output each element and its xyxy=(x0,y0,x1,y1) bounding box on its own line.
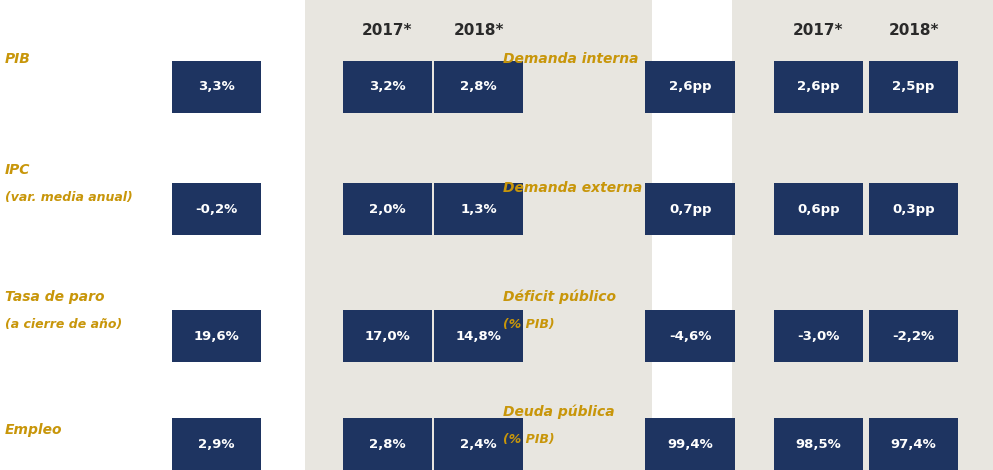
Text: 3,3%: 3,3% xyxy=(198,80,235,94)
Text: 0,7pp: 0,7pp xyxy=(669,203,711,216)
FancyBboxPatch shape xyxy=(869,418,958,470)
FancyBboxPatch shape xyxy=(645,418,735,470)
Text: Empleo: Empleo xyxy=(5,423,63,437)
Text: (% PIB): (% PIB) xyxy=(503,318,555,331)
Text: 2,9%: 2,9% xyxy=(199,438,234,451)
Text: 19,6%: 19,6% xyxy=(194,329,239,343)
Text: (% PIB): (% PIB) xyxy=(503,433,555,446)
FancyBboxPatch shape xyxy=(869,183,958,235)
FancyBboxPatch shape xyxy=(774,310,863,362)
Text: 2,6pp: 2,6pp xyxy=(669,80,711,94)
Text: 3,2%: 3,2% xyxy=(369,80,405,94)
FancyBboxPatch shape xyxy=(343,183,432,235)
Text: 98,5%: 98,5% xyxy=(795,438,841,451)
FancyBboxPatch shape xyxy=(869,310,958,362)
FancyBboxPatch shape xyxy=(343,61,432,113)
Text: 2,5pp: 2,5pp xyxy=(893,80,934,94)
FancyBboxPatch shape xyxy=(172,310,261,362)
FancyBboxPatch shape xyxy=(645,310,735,362)
Text: 2,8%: 2,8% xyxy=(461,80,496,94)
Text: 2,0%: 2,0% xyxy=(369,203,405,216)
Text: 2,4%: 2,4% xyxy=(461,438,496,451)
Text: 2017*: 2017* xyxy=(793,23,843,38)
FancyBboxPatch shape xyxy=(172,418,261,470)
Text: Déficit público: Déficit público xyxy=(503,290,617,304)
FancyBboxPatch shape xyxy=(434,418,523,470)
Text: Tasa de paro: Tasa de paro xyxy=(5,290,104,304)
FancyBboxPatch shape xyxy=(645,183,735,235)
Text: Demanda externa: Demanda externa xyxy=(503,181,642,195)
Text: IPC: IPC xyxy=(5,163,31,177)
FancyBboxPatch shape xyxy=(305,0,652,470)
FancyBboxPatch shape xyxy=(732,0,993,470)
Text: 2017*: 2017* xyxy=(362,23,412,38)
Text: 17,0%: 17,0% xyxy=(364,329,410,343)
FancyBboxPatch shape xyxy=(434,310,523,362)
FancyBboxPatch shape xyxy=(774,61,863,113)
FancyBboxPatch shape xyxy=(343,418,432,470)
FancyBboxPatch shape xyxy=(343,310,432,362)
FancyBboxPatch shape xyxy=(434,183,523,235)
FancyBboxPatch shape xyxy=(774,183,863,235)
FancyBboxPatch shape xyxy=(172,183,261,235)
Text: Deuda pública: Deuda pública xyxy=(503,405,615,419)
Text: -4,6%: -4,6% xyxy=(669,329,711,343)
Text: -3,0%: -3,0% xyxy=(797,329,839,343)
Text: -2,2%: -2,2% xyxy=(893,329,934,343)
FancyBboxPatch shape xyxy=(869,61,958,113)
Text: -0,2%: -0,2% xyxy=(196,203,237,216)
Text: 2018*: 2018* xyxy=(889,23,938,38)
Text: 97,4%: 97,4% xyxy=(891,438,936,451)
Text: Demanda interna: Demanda interna xyxy=(503,52,638,66)
Text: 2018*: 2018* xyxy=(454,23,503,38)
Text: 1,3%: 1,3% xyxy=(461,203,496,216)
FancyBboxPatch shape xyxy=(434,61,523,113)
FancyBboxPatch shape xyxy=(645,61,735,113)
Text: 14,8%: 14,8% xyxy=(456,329,501,343)
Text: (a cierre de año): (a cierre de año) xyxy=(5,318,122,331)
Text: 99,4%: 99,4% xyxy=(667,438,713,451)
Text: 0,3pp: 0,3pp xyxy=(893,203,934,216)
Text: PIB: PIB xyxy=(5,52,31,66)
FancyBboxPatch shape xyxy=(172,61,261,113)
Text: (var. media anual): (var. media anual) xyxy=(5,191,133,204)
Text: 2,8%: 2,8% xyxy=(369,438,405,451)
Text: 0,6pp: 0,6pp xyxy=(797,203,839,216)
FancyBboxPatch shape xyxy=(774,418,863,470)
Text: 2,6pp: 2,6pp xyxy=(797,80,839,94)
